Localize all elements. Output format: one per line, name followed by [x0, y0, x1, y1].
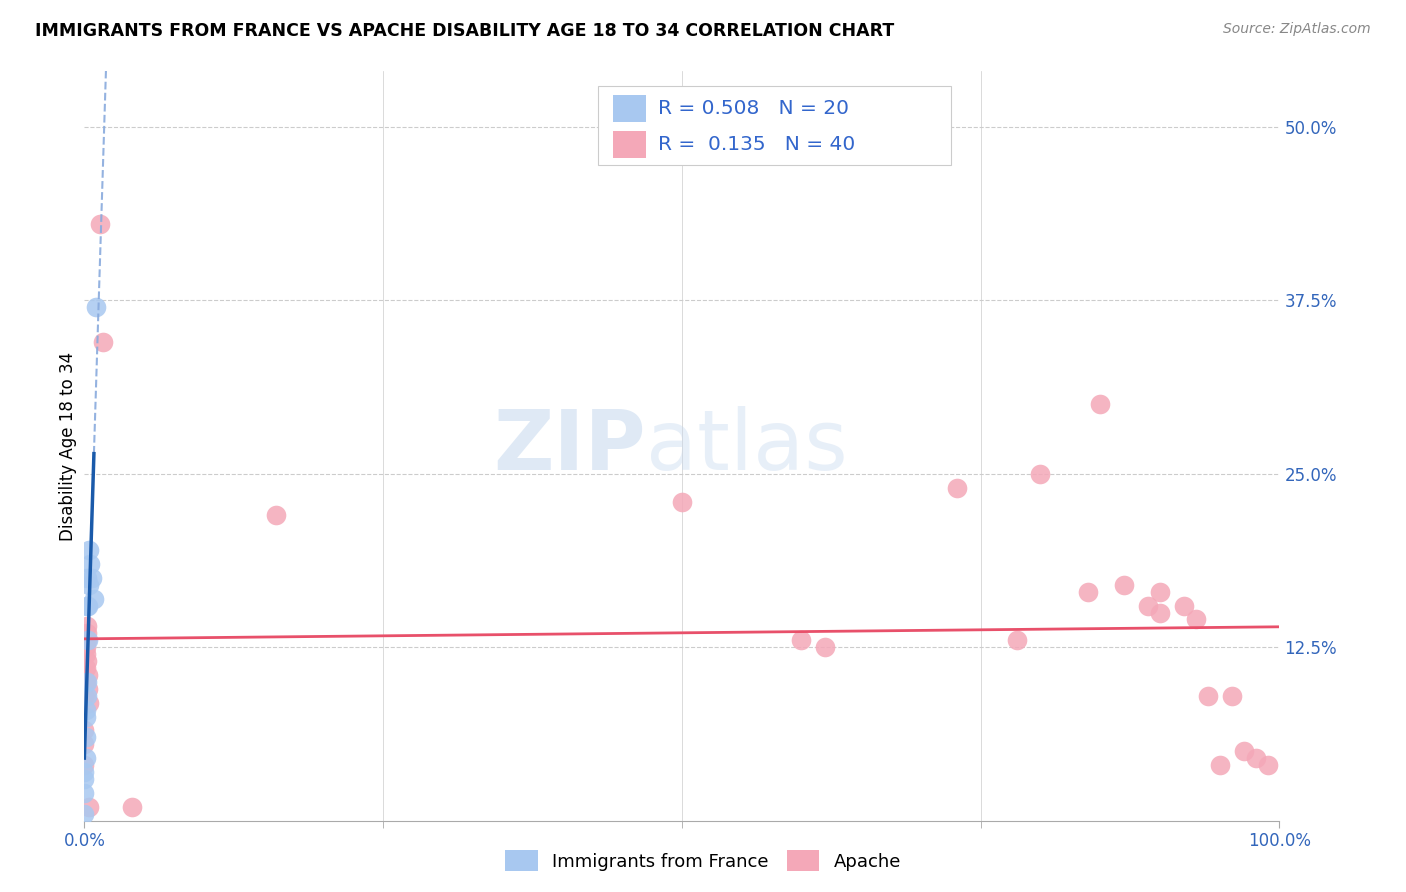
- Point: [1029, 467, 1052, 481]
- Point: [76, 626, 98, 640]
- Point: [75, 703, 97, 717]
- Point: [73, 772, 96, 786]
- Point: [75, 674, 97, 689]
- Text: R =  0.135   N = 40: R = 0.135 N = 40: [658, 135, 855, 153]
- Point: [75, 640, 97, 655]
- Point: [1005, 633, 1028, 648]
- Text: ZIP: ZIP: [494, 406, 647, 486]
- Point: [77, 681, 100, 696]
- Point: [264, 508, 287, 523]
- Point: [1090, 397, 1112, 411]
- Point: [1233, 744, 1256, 758]
- Point: [77, 799, 100, 814]
- FancyBboxPatch shape: [599, 87, 950, 165]
- Point: [89, 217, 111, 231]
- Point: [73, 723, 96, 738]
- Point: [83, 591, 105, 606]
- Bar: [613, 95, 647, 122]
- Point: [946, 481, 969, 495]
- Point: [75, 647, 97, 661]
- Point: [75, 661, 97, 675]
- Point: [76, 599, 98, 613]
- Point: [1257, 758, 1279, 772]
- Legend: Immigrants from France, Apache: Immigrants from France, Apache: [498, 843, 908, 879]
- Point: [73, 758, 96, 772]
- Y-axis label: Disability Age 18 to 34: Disability Age 18 to 34: [59, 351, 77, 541]
- Point: [1077, 584, 1099, 599]
- Point: [73, 786, 96, 800]
- Point: [1197, 689, 1219, 703]
- Point: [671, 494, 693, 508]
- Point: [76, 633, 98, 648]
- Point: [75, 731, 97, 745]
- Point: [121, 799, 143, 814]
- Point: [80, 571, 103, 585]
- Point: [1149, 606, 1171, 620]
- Point: [77, 578, 100, 592]
- Point: [76, 689, 98, 703]
- Point: [77, 543, 100, 558]
- Point: [1209, 758, 1232, 772]
- Text: atlas: atlas: [647, 406, 848, 486]
- Text: IMMIGRANTS FROM FRANCE VS APACHE DISABILITY AGE 18 TO 34 CORRELATION CHART: IMMIGRANTS FROM FRANCE VS APACHE DISABIL…: [35, 22, 894, 40]
- Point: [1244, 751, 1267, 765]
- Point: [77, 696, 100, 710]
- Point: [93, 334, 115, 349]
- Point: [1137, 599, 1160, 613]
- Point: [790, 633, 813, 648]
- Point: [79, 557, 101, 571]
- Point: [1114, 578, 1136, 592]
- Point: [77, 599, 100, 613]
- Point: [73, 765, 96, 780]
- Point: [1149, 584, 1171, 599]
- Point: [814, 640, 837, 655]
- Point: [75, 709, 97, 723]
- Point: [76, 654, 98, 668]
- Point: [86, 300, 108, 314]
- Bar: [613, 130, 647, 158]
- Point: [73, 806, 96, 821]
- Point: [73, 737, 96, 751]
- Point: [76, 619, 98, 633]
- Point: [77, 668, 100, 682]
- Point: [73, 689, 96, 703]
- Point: [76, 571, 98, 585]
- Point: [77, 633, 100, 648]
- Point: [75, 751, 97, 765]
- Point: [76, 674, 98, 689]
- Point: [1173, 599, 1195, 613]
- Text: Source: ZipAtlas.com: Source: ZipAtlas.com: [1223, 22, 1371, 37]
- Point: [1185, 612, 1208, 626]
- Text: R = 0.508   N = 20: R = 0.508 N = 20: [658, 99, 849, 119]
- Point: [1220, 689, 1243, 703]
